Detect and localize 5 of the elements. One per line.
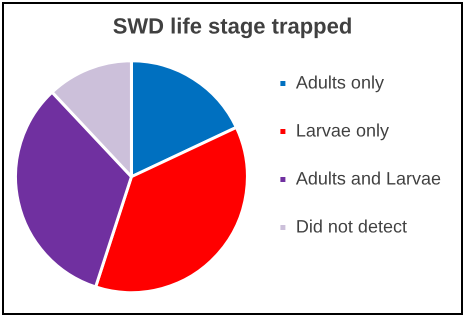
legend-label: Larvae only — [296, 120, 389, 140]
legend-label: Adults only — [296, 72, 384, 92]
legend-label: Adults and Larvae — [296, 168, 442, 188]
legend-label: Did not detect — [296, 216, 407, 236]
chart-title: SWD life stage trapped — [112, 13, 352, 38]
